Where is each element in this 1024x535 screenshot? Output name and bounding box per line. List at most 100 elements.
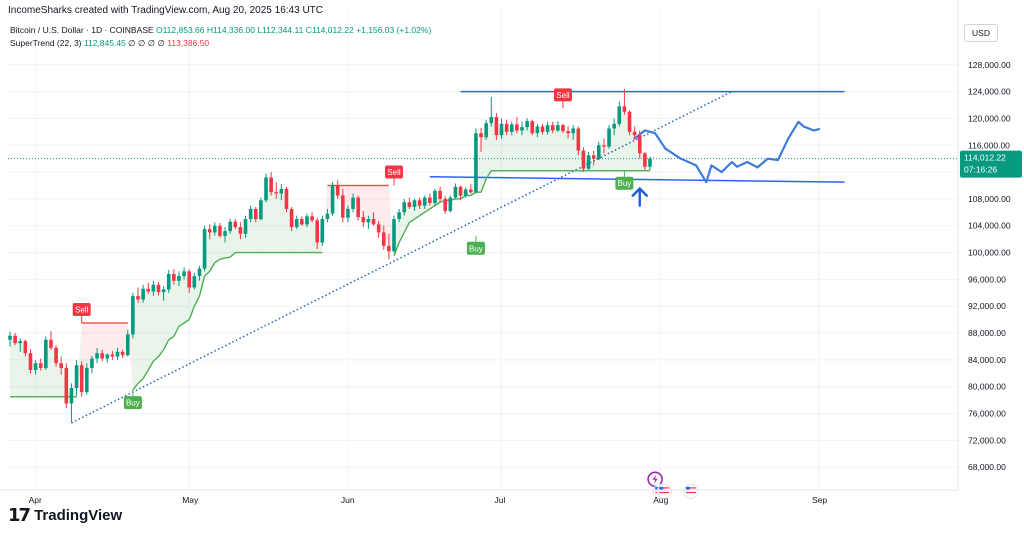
candle-body: [581, 150, 586, 169]
supertrend-fill: [358, 185, 364, 220]
candle-body: [100, 353, 104, 359]
candle-body: [253, 208, 258, 220]
supertrend-segment: [132, 382, 139, 391]
us-flag-event-icon: [683, 483, 699, 499]
supertrend-fill: [271, 184, 277, 253]
supertrend-segment: [460, 194, 467, 200]
candle-body: [448, 197, 453, 211]
symbol-legend[interactable]: Bitcoin / U.S. Dollar · 1D · COINBASE O1…: [10, 25, 431, 35]
candle-body: [643, 153, 647, 167]
candle-body: [376, 224, 381, 233]
candle-body: [335, 185, 340, 196]
supertrend-fill: [511, 127, 517, 171]
supertrend-segment: [470, 191, 477, 197]
supertrend-fill: [496, 126, 502, 171]
candle-body: [484, 123, 488, 138]
supertrend-fill: [117, 322, 123, 355]
candle-body: [530, 121, 535, 134]
candle-body: [351, 197, 355, 209]
currency-button[interactable]: USD: [964, 24, 998, 42]
supertrend-fill: [347, 185, 354, 214]
supertrend-fill: [209, 229, 215, 272]
flag-canton: [655, 486, 660, 491]
supertrend-segment: [147, 360, 154, 371]
signal-label: Sell: [387, 168, 401, 177]
candle-body: [443, 198, 447, 211]
indicator-name: SuperTrend (22, 3): [10, 38, 82, 48]
candle-body: [479, 133, 483, 138]
candle-body: [591, 155, 596, 159]
grid: [8, 8, 958, 490]
candle-body: [187, 271, 191, 288]
supertrend-segment: [157, 349, 165, 357]
candle-body: [213, 225, 217, 233]
candle-body: [115, 351, 120, 357]
supertrend-fill: [481, 130, 487, 193]
drawings: [8, 90, 958, 424]
price-axis[interactable]: 128,000.00 124,000.00 120,000.00 116,000.00…: [957, 0, 1022, 490]
candle-body: [264, 177, 268, 201]
supertrend-fill: [286, 198, 292, 253]
candle-body: [622, 106, 627, 112]
supertrend-segment: [398, 232, 405, 243]
candle-body: [218, 225, 222, 236]
candle-body: [433, 190, 437, 203]
candle-body: [632, 131, 637, 136]
candle-body: [417, 200, 422, 206]
supertrend-fill: [552, 127, 558, 171]
signal-label: Buy: [469, 244, 483, 253]
supertrend-segment: [480, 178, 487, 193]
indicator-value-2: 113,386.50: [167, 38, 210, 48]
supertrend-segment: [424, 208, 431, 213]
candle-body: [105, 354, 110, 359]
time-axis[interactable]: Apr May Jun Jul Aug Sep: [0, 489, 958, 505]
price-tick-label: 80,000.00: [968, 382, 1006, 392]
candle-body: [617, 106, 622, 124]
candle-body: [576, 128, 581, 151]
supertrend-segment: [414, 215, 420, 220]
supertrend-segment: [142, 369, 149, 380]
candle-body: [131, 296, 135, 335]
candle-body: [453, 186, 458, 198]
low-value: L112,344.11: [257, 25, 304, 35]
month-tick-label: Apr: [29, 495, 42, 505]
supertrend-segment: [178, 322, 185, 327]
supertrend-segment: [204, 270, 211, 277]
candle-body: [233, 221, 238, 228]
supertrend-fill: [506, 127, 512, 171]
supertrend-fill: [189, 279, 195, 320]
candles: [8, 88, 652, 423]
candle-body: [197, 268, 202, 277]
supertrend-fill: [516, 127, 522, 171]
supertrend-fill: [312, 218, 318, 253]
supertrend-segment: [137, 378, 144, 384]
supertrend-segment: [419, 211, 426, 217]
candle-body: [289, 208, 294, 228]
up-arrow-icon: [631, 186, 648, 207]
price-tick-label: 116,000.00: [968, 140, 1010, 150]
close-value: C114,012.22: [305, 25, 354, 35]
candle-body: [637, 135, 642, 154]
flag-stripe: [685, 491, 696, 494]
candle-body: [18, 341, 23, 344]
supertrend-fill: [547, 127, 553, 171]
candle-body: [366, 219, 371, 223]
candle-body: [49, 339, 53, 348]
tradingview-logo[interactable]: 17 TradingView: [8, 505, 122, 526]
price-tick-label: 100,000.00: [968, 248, 1011, 258]
candle-body: [284, 188, 289, 209]
supertrend-fill: [30, 361, 36, 397]
supertrend-fill: [173, 277, 179, 337]
month-tick-label: Aug: [653, 495, 668, 505]
candle-body: [571, 128, 575, 134]
last-price-label: 114,012.22: [964, 153, 1006, 163]
indicator-legend[interactable]: SuperTrend (22, 3) 112,845.45 ∅ ∅ ∅ ∅ 11…: [10, 38, 209, 49]
change-value: +1,156.03 (+1.02%): [356, 25, 432, 35]
supertrend-fill: [373, 185, 379, 229]
candle-body: [248, 208, 253, 220]
price-tick-label: 124,000.00: [968, 87, 1011, 97]
candle-body: [371, 219, 376, 225]
supertrend-fill: [532, 127, 538, 171]
supertrend-fill: [219, 230, 226, 260]
